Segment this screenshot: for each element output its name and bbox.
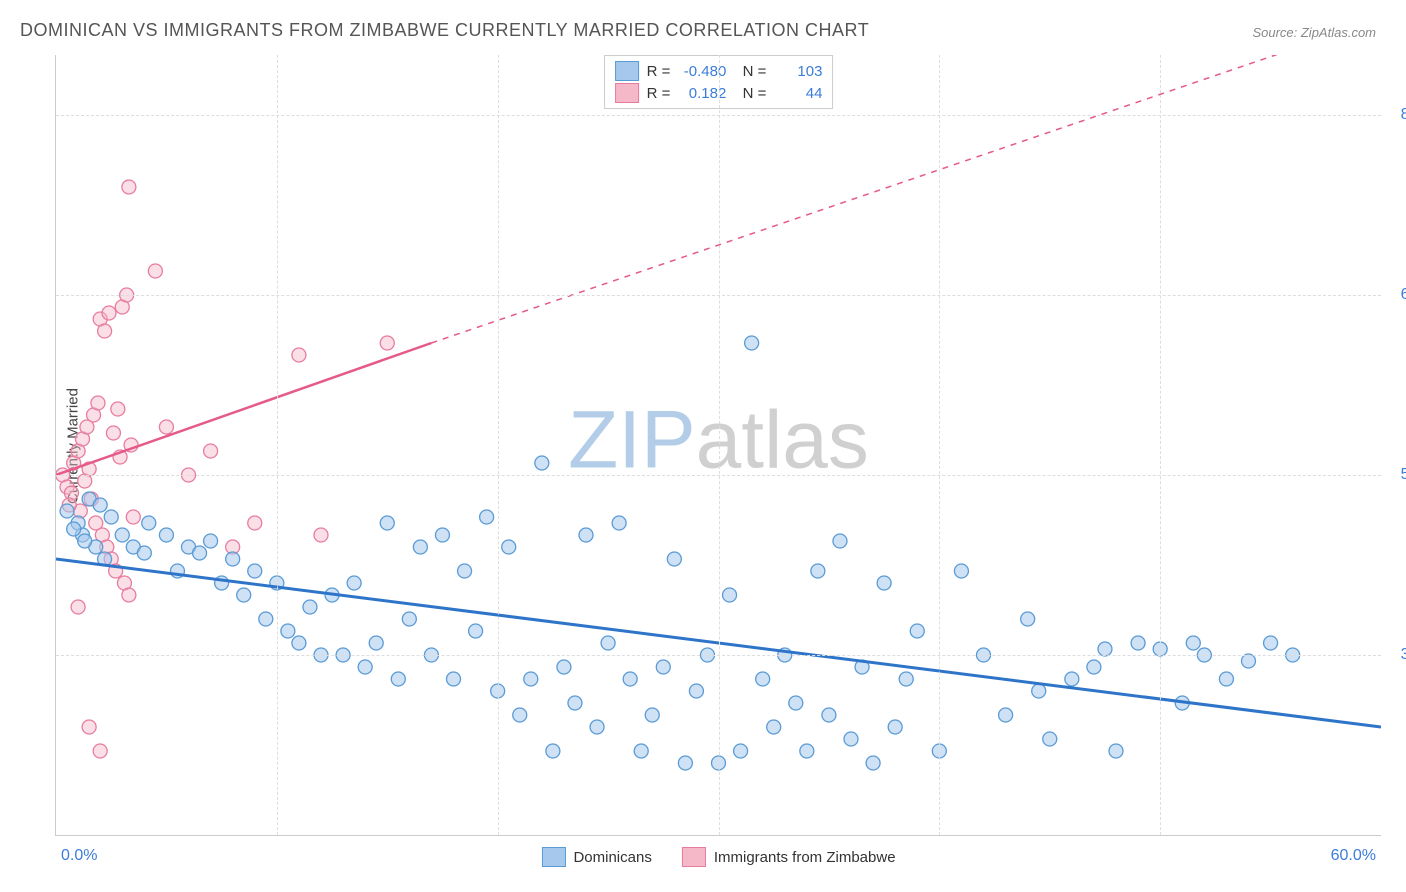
- y-tick-label: 50.0%: [1401, 466, 1406, 484]
- chart-title: DOMINICAN VS IMMIGRANTS FROM ZIMBABWE CU…: [20, 20, 869, 41]
- legend-swatch-pink: [682, 847, 706, 867]
- y-tick-label: 35.0%: [1401, 646, 1406, 664]
- legend-item-zimbabwe: Immigrants from Zimbabwe: [682, 847, 896, 867]
- x-tick-label: 60.0%: [1331, 847, 1376, 865]
- y-tick-label: 65.0%: [1401, 286, 1406, 304]
- source-attribution: Source: ZipAtlas.com: [1252, 25, 1376, 40]
- legend-swatch-blue: [541, 847, 565, 867]
- series-legend: Dominicans Immigrants from Zimbabwe: [541, 847, 895, 867]
- chart-plot-area: ZIPatlas R = -0.480 N = 103 R = 0.182 N …: [55, 55, 1381, 836]
- legend-item-dominicans: Dominicans: [541, 847, 651, 867]
- y-tick-label: 80.0%: [1401, 106, 1406, 124]
- x-tick-label: 0.0%: [61, 847, 97, 865]
